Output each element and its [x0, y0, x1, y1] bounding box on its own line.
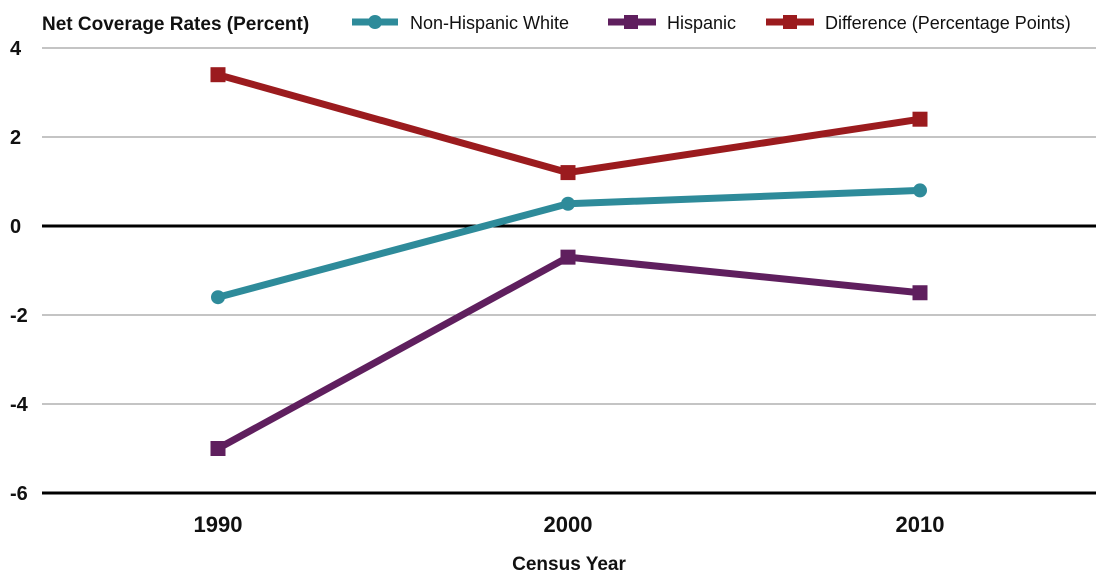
- y-tick-label: 2: [10, 127, 21, 149]
- legend-marker-square: [624, 15, 638, 29]
- data-point: [561, 196, 575, 211]
- series-line: [217, 71, 921, 177]
- series-0: [211, 183, 927, 305]
- grid-lines: [42, 47, 1096, 495]
- data-point: [913, 183, 927, 198]
- legend: Non-Hispanic White Hispanic Difference (…: [352, 13, 1071, 33]
- data-point: [912, 285, 928, 301]
- x-tick-label: 1990: [194, 512, 243, 537]
- x-axis-tick-labels: 1990 2000 2010: [194, 512, 945, 537]
- legend-item-difference: Difference (Percentage Points): [766, 13, 1071, 33]
- legend-item-hispanic: Hispanic: [608, 13, 736, 33]
- series-1: [210, 249, 928, 456]
- x-axis-label: Census Year: [512, 554, 626, 575]
- x-tick-label: 2000: [544, 512, 593, 537]
- y-axis-tick-labels: 4 2 0 -2 -4 -6: [10, 38, 29, 505]
- legend-item-non-hispanic-white: Non-Hispanic White: [352, 13, 569, 33]
- data-point: [210, 67, 226, 83]
- y-tick-label: 4: [10, 38, 22, 60]
- x-tick-label: 2010: [896, 512, 945, 537]
- y-tick-label: -6: [10, 483, 28, 505]
- legend-marker-square: [783, 15, 797, 29]
- y-tick-label: -2: [10, 305, 28, 327]
- series-line: [216, 253, 921, 452]
- legend-label: Difference (Percentage Points): [825, 13, 1071, 33]
- chart-title: Net Coverage Rates (Percent): [42, 14, 309, 35]
- data-point: [210, 441, 226, 456]
- data-point: [560, 249, 576, 265]
- legend-label: Non-Hispanic White: [410, 13, 569, 33]
- legend-label: Hispanic: [667, 13, 736, 33]
- data-point: [912, 111, 928, 127]
- series-2: [210, 67, 928, 181]
- y-tick-label: -4: [10, 394, 29, 416]
- series-lines: [210, 67, 928, 456]
- y-tick-label: 0: [10, 216, 21, 238]
- data-point: [560, 165, 576, 181]
- data-point: [211, 290, 225, 305]
- legend-marker-circle: [368, 15, 382, 29]
